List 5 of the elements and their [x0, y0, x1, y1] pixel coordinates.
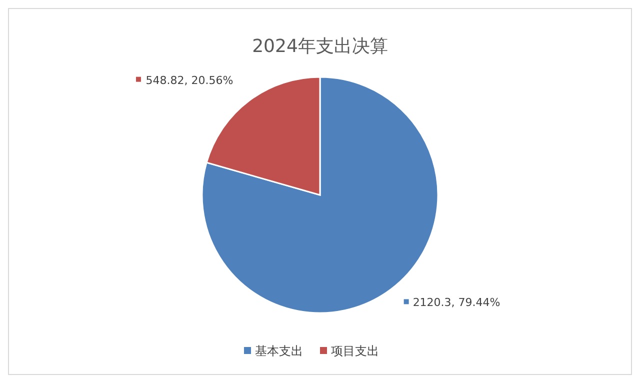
- chart-title: 2024年支出决算: [252, 36, 388, 57]
- legend-label: 基本支出: [255, 344, 303, 358]
- data-label: 2120.3, 79.44%: [412, 296, 500, 310]
- data-label: 548.82, 20.56%: [146, 74, 234, 87]
- legend-label: 项目支出: [331, 344, 379, 358]
